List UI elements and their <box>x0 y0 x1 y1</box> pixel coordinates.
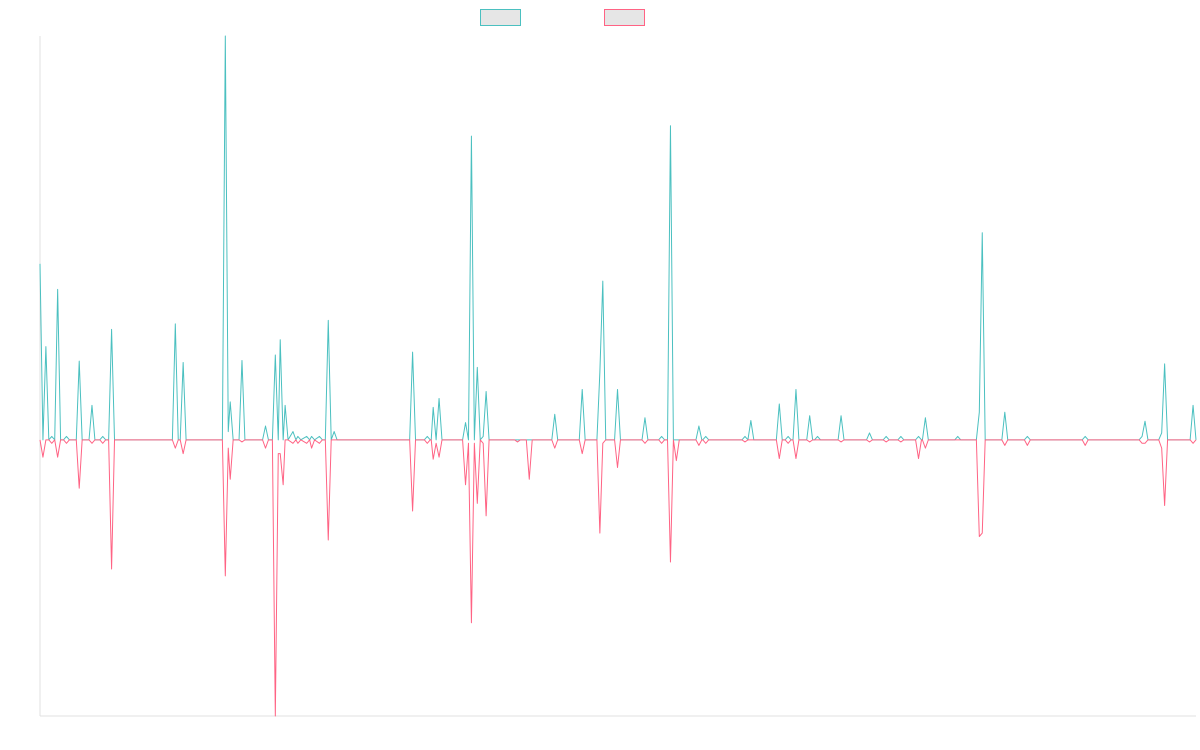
series-layer <box>39 35 1197 717</box>
legend-swatch-series-a[interactable] <box>480 9 521 26</box>
series-line-series-a <box>39 35 1197 441</box>
legend-swatch-series-b[interactable] <box>604 9 645 26</box>
series-line-series-b <box>39 439 1197 717</box>
axes <box>39 36 1196 717</box>
legend[interactable] <box>480 9 645 26</box>
